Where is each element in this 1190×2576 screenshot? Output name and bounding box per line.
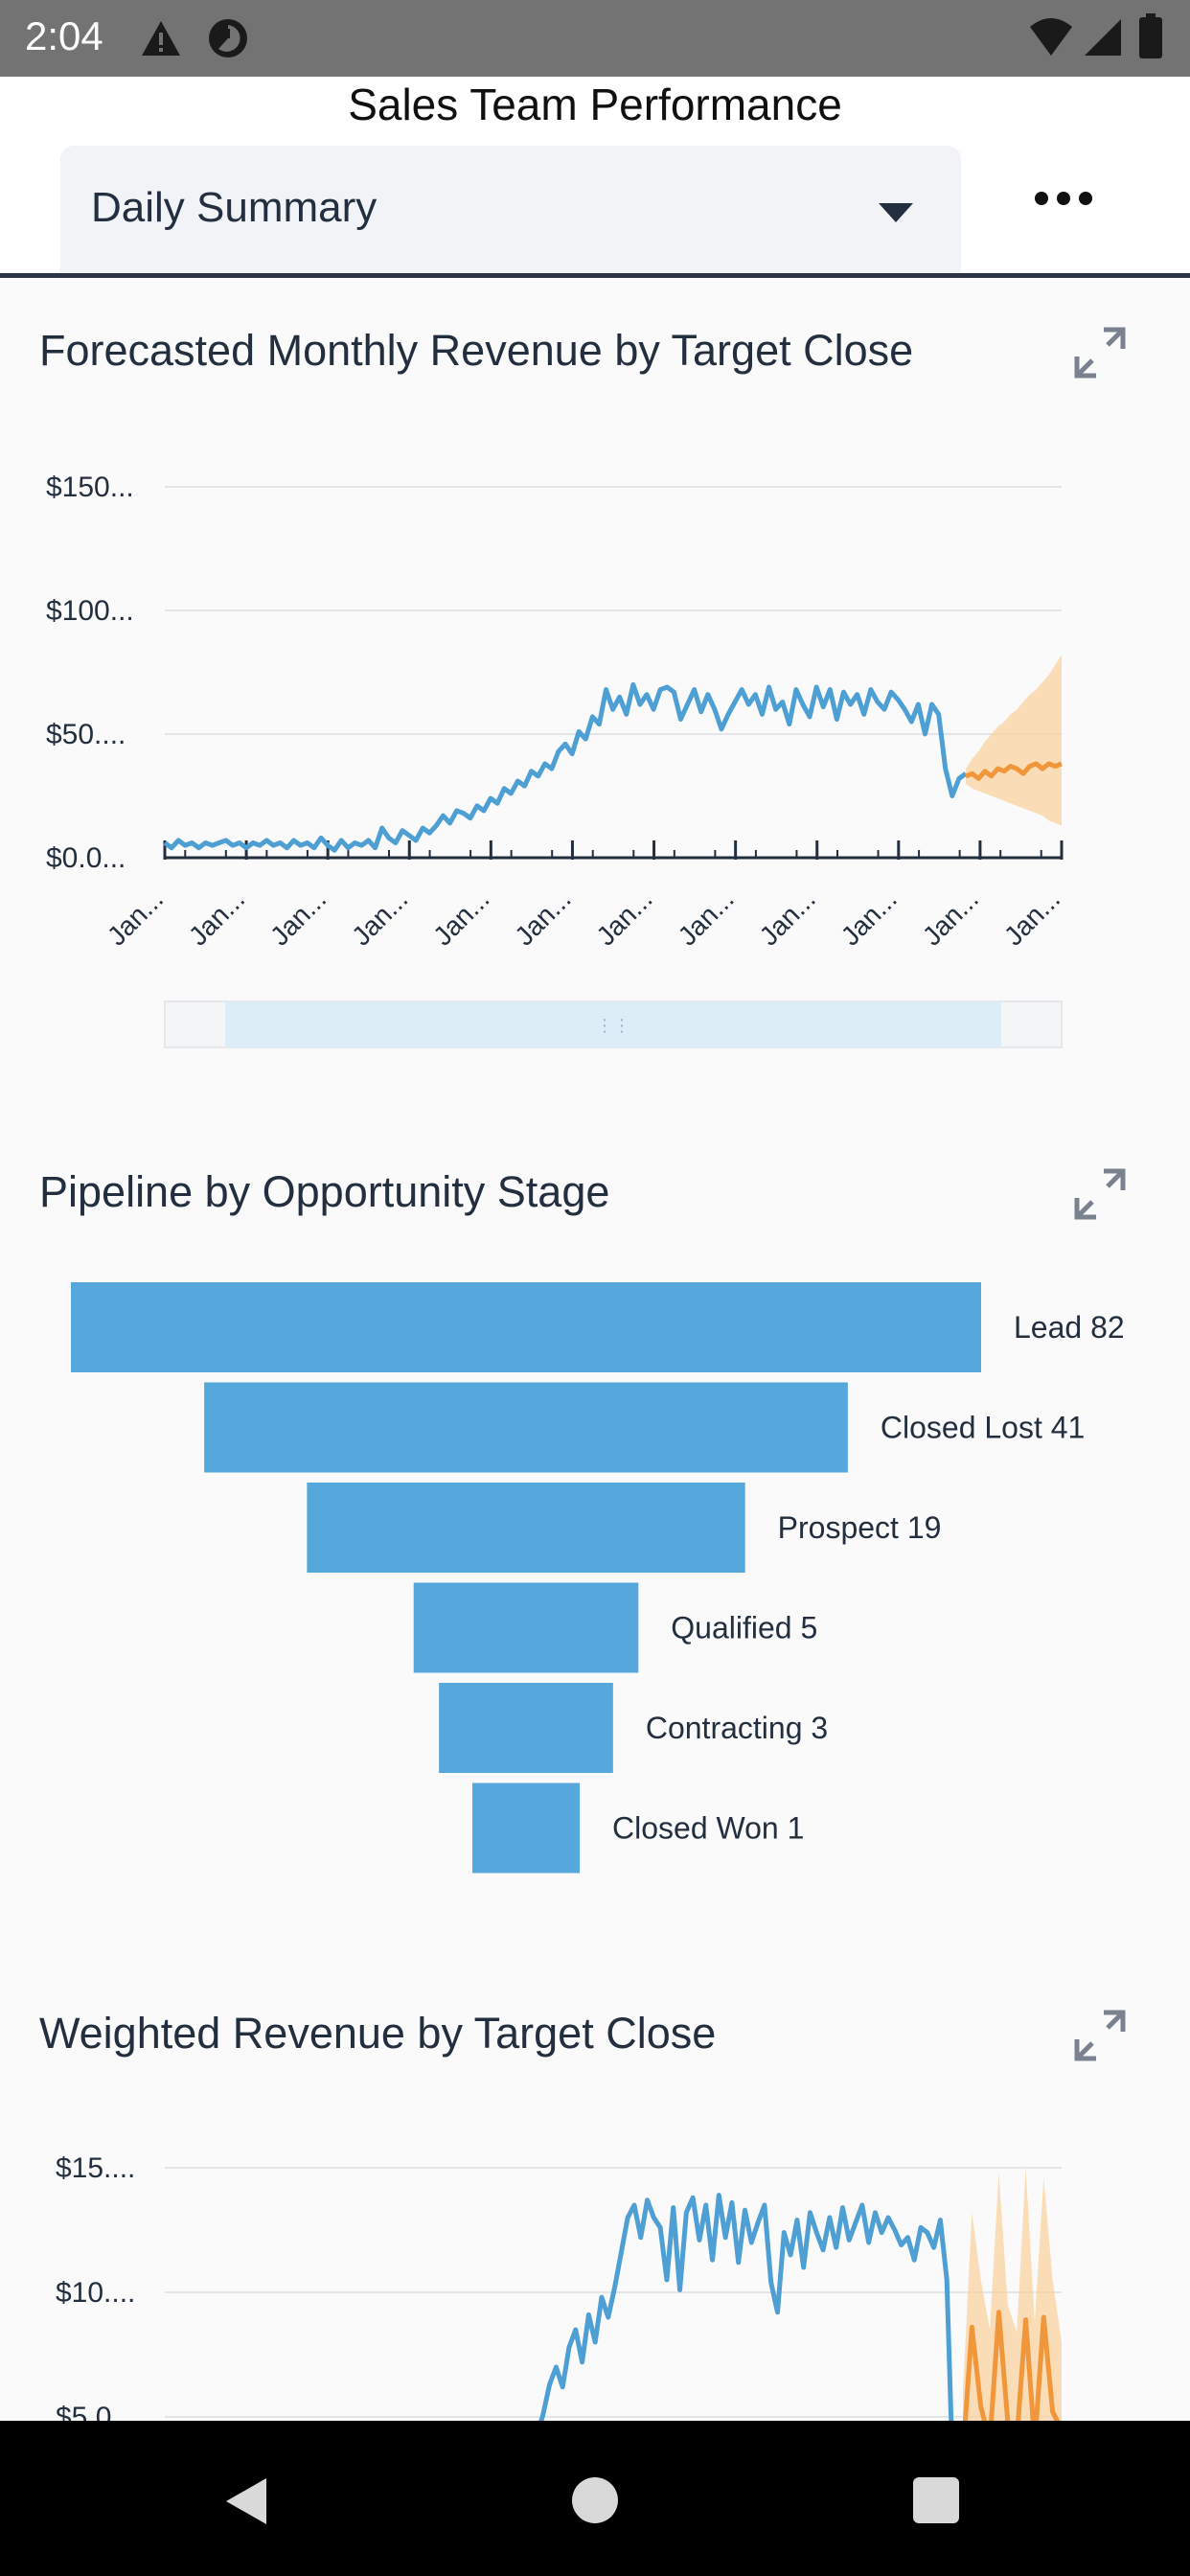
battery-icon [1139, 13, 1162, 58]
y-tick-label: $150... [46, 472, 134, 503]
wifi-icon [1030, 18, 1072, 56]
more-horizontal-icon-dot [1079, 192, 1092, 205]
back-icon[interactable] [222, 2474, 270, 2528]
y-tick-label: $100... [46, 595, 134, 627]
actual-revenue-line [163, 681, 968, 853]
forecast-band [963, 2168, 1062, 2421]
x-tick-label: Jan... [590, 884, 657, 951]
funnel-bar [71, 1282, 981, 1372]
x-tick-label: Jan... [264, 884, 332, 951]
forecast-band [966, 655, 1062, 826]
chevron-down-icon [879, 203, 913, 222]
view-select[interactable]: Daily Summary [60, 146, 961, 273]
actual-revenue-line [538, 2193, 954, 2421]
view-select-value: Daily Summary [91, 184, 378, 231]
x-tick-label: Jan... [917, 884, 984, 951]
weighted-revenue-chart: $15.... $10.... $5.0... [56, 2152, 1062, 2421]
pipeline-chart-title: Pipeline by Opportunity Stage [39, 1167, 610, 1216]
forecast-line [962, 2310, 1061, 2421]
funnel-bar [439, 1683, 613, 1773]
y-tick-label: $5.0... [56, 2402, 135, 2421]
x-tick-label: Jan... [754, 884, 821, 951]
funnel-label: Prospect 19 [778, 1510, 942, 1545]
range-slider-window [225, 1001, 1001, 1047]
expand-icon[interactable] [1073, 326, 1127, 380]
y-tick-label: $50.... [46, 719, 126, 750]
funnel-label: Closed Won 1 [612, 1811, 804, 1846]
y-tick-label: $0.0... [46, 842, 126, 874]
recents-icon[interactable] [912, 2476, 960, 2524]
more-horizontal-icon-dot [1057, 192, 1070, 205]
data-saver-icon [209, 19, 247, 58]
expand-icon[interactable] [1073, 2009, 1127, 2062]
x-tick-label: Jan... [835, 884, 903, 951]
funnel-label: Contracting 3 [646, 1711, 828, 1745]
page-title: Sales Team Performance [348, 80, 842, 129]
home-icon[interactable] [571, 2476, 619, 2524]
funnel-bar [204, 1382, 848, 1473]
funnel-bar [472, 1782, 580, 1874]
x-tick-label: Jan... [346, 884, 413, 951]
dashboard-header: Sales Team Performance Daily Summary [0, 77, 1190, 278]
x-tick-label: Jan... [673, 884, 740, 951]
pipeline-funnel-chart: Lead 82 Closed Lost 41 Prospect 19 Qualifie… [71, 1282, 1125, 1874]
x-tick-label: Jan... [509, 884, 576, 951]
signal-icon [1085, 19, 1121, 56]
forecast-revenue-chart: $150...$100...$50....$0.0...Jan... Jan...… [46, 472, 1065, 1048]
forecast-chart-title: Forecasted Monthly Revenue by Target Clo… [39, 326, 914, 375]
more-horizontal-icon [1035, 192, 1048, 205]
status-time: 2:04 [25, 13, 103, 58]
x-tick-label: Jan... [183, 884, 250, 951]
range-slider-grip: ⋮⋮ [596, 1016, 630, 1035]
weighted-chart-title: Weighted Revenue by Target Close [39, 2009, 717, 2058]
funnel-label: Lead 82 [1014, 1310, 1125, 1345]
x-tick-label: Jan... [102, 884, 169, 951]
expand-icon[interactable] [1073, 1167, 1127, 1221]
more-menu-button[interactable] [1035, 192, 1121, 249]
x-tick-label: Jan... [998, 884, 1065, 951]
funnel-label: Qualified 5 [671, 1611, 817, 1645]
funnel-bar [413, 1582, 639, 1673]
x-tick-label: Jan... [427, 884, 494, 951]
system-nav-bar [0, 2421, 1190, 2576]
warning-icon [142, 21, 180, 56]
funnel-bar [307, 1483, 745, 1573]
status-bar: 2:04 [0, 0, 1190, 77]
funnel-label: Closed Lost 41 [881, 1411, 1085, 1445]
y-tick-label: $10.... [56, 2277, 135, 2309]
y-tick-label: $15.... [56, 2152, 135, 2184]
forecast-line [965, 761, 1063, 781]
